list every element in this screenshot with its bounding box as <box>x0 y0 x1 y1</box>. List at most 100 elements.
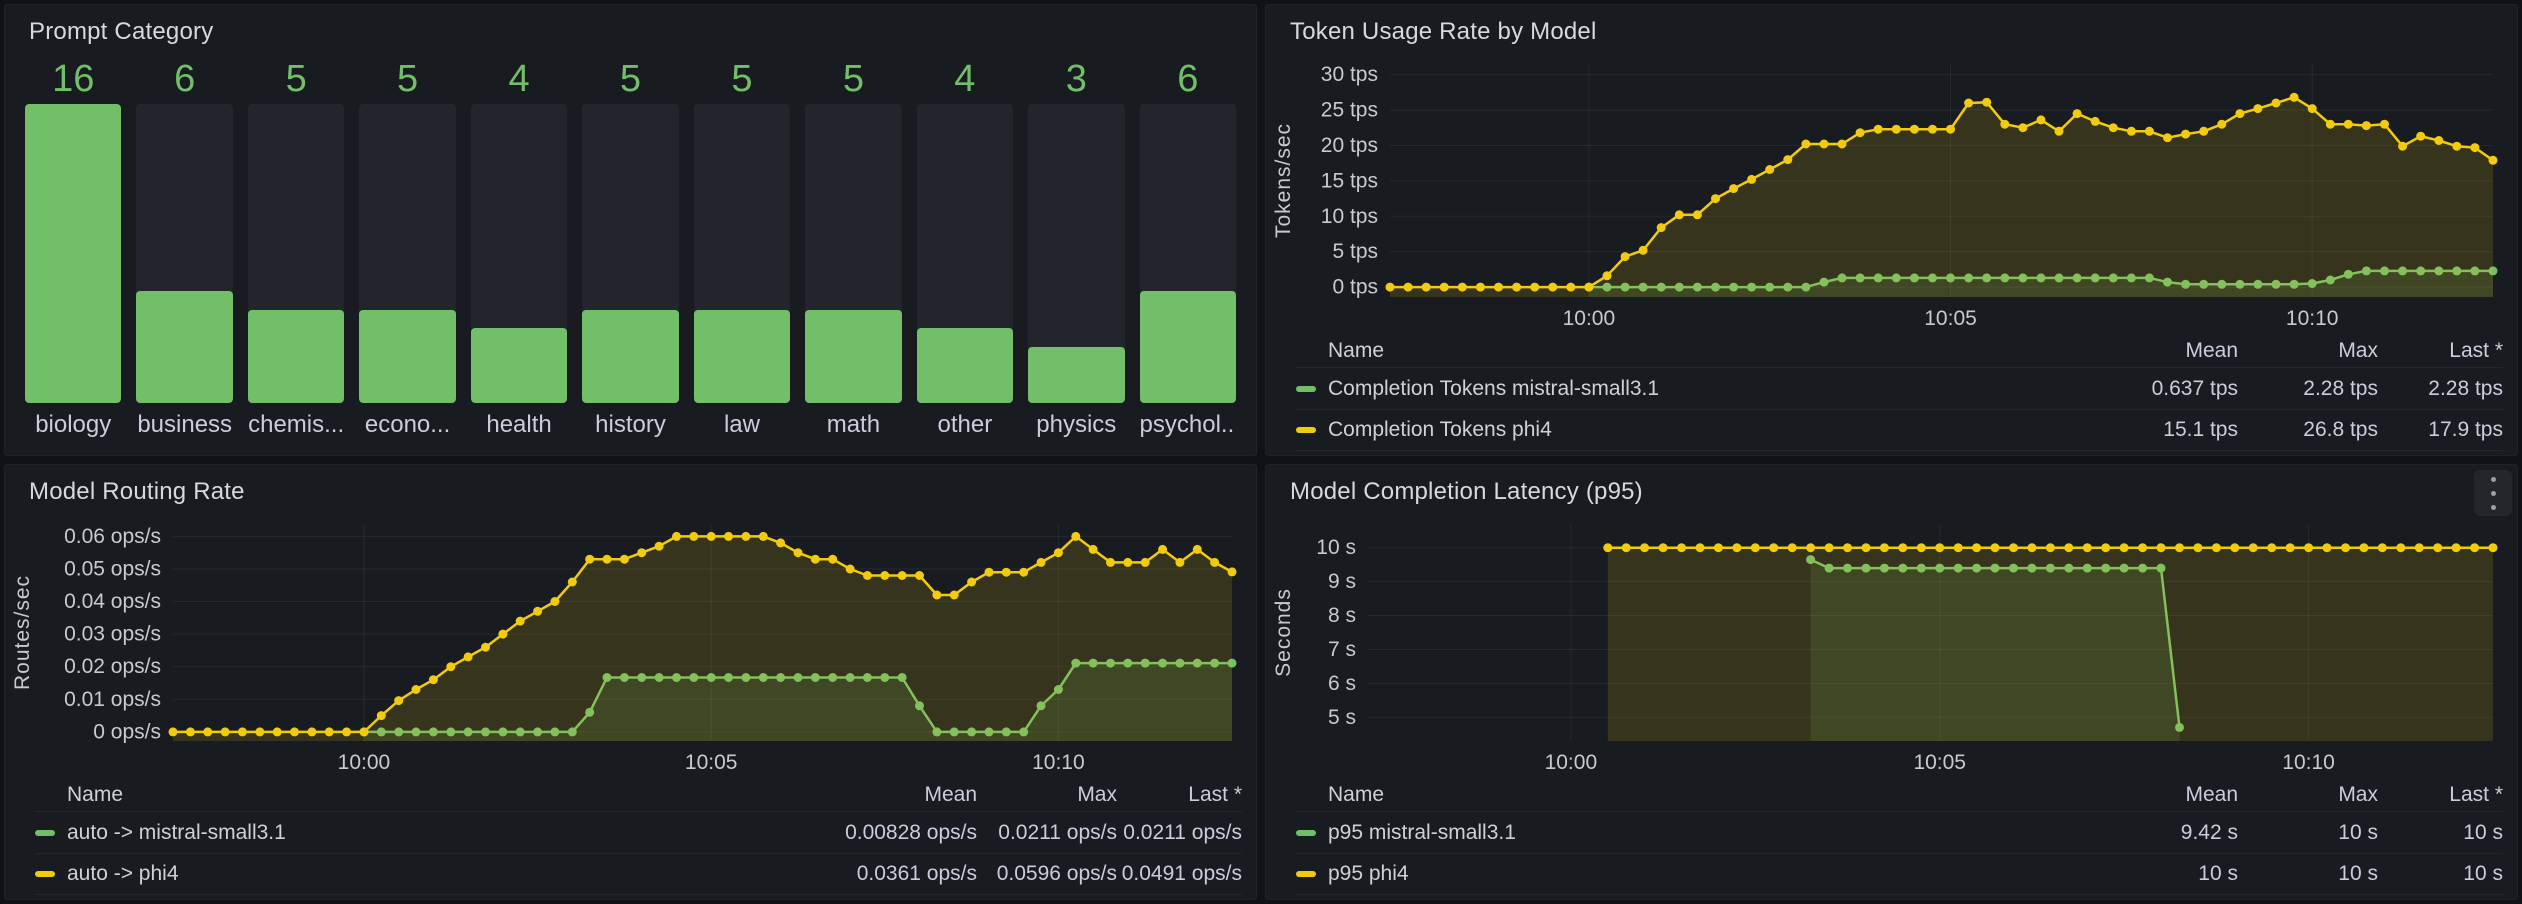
legend-series-name[interactable]: p95 phi4 <box>1328 862 1409 885</box>
bar-category-label: physics <box>1036 411 1117 438</box>
series-point <box>1898 563 1908 573</box>
series-point <box>602 554 612 564</box>
y-axis-label: Routes/sec <box>13 575 34 690</box>
series-point <box>2343 269 2353 279</box>
series-point <box>654 541 664 551</box>
legend-series-name[interactable]: Completion Tokens mistral-small3.1 <box>1328 376 1660 400</box>
series-point <box>1640 543 1650 553</box>
legend-series-name[interactable]: Completion Tokens phi4 <box>1328 418 1552 441</box>
legend-stat-last: 10 s <box>2463 820 2503 844</box>
series-point <box>1964 98 1974 108</box>
legend-column-header-last[interactable]: Last * <box>2449 339 2503 362</box>
series-point <box>1530 282 1540 292</box>
panel-menu-kebab-icon[interactable] <box>2474 470 2512 516</box>
series-point <box>1946 124 1955 134</box>
series-point <box>411 685 421 694</box>
series-point <box>307 727 317 737</box>
panel-title-token-usage[interactable]: Token Usage Rate by Model <box>1290 18 1597 45</box>
bar-column-biology: 16 biology <box>25 54 122 445</box>
panel-title-model-routing[interactable]: Model Routing Rate <box>29 478 245 505</box>
series-point <box>567 577 577 587</box>
bar-column-physics: 3 physics <box>1028 54 1125 445</box>
legend-column-header-mean[interactable]: Mean <box>2185 339 2238 362</box>
series-point <box>1158 658 1168 668</box>
series-point <box>1695 543 1705 553</box>
bar-fill <box>693 309 791 403</box>
time-series-plot[interactable]: 0 ops/s 0.01 ops/s 0.02 ops/s 0.03 ops/s 0.0… <box>13 510 1248 779</box>
chart-canvas: 5 s 6 s 7 s 8 s 9 s 10 s 10:00 10:05 10:10 Second… <box>1274 524 2498 774</box>
bar-track <box>582 104 679 403</box>
series-point <box>758 531 768 541</box>
series-point <box>1674 282 1684 292</box>
series-area <box>1588 270 2493 297</box>
series-point <box>2307 279 2317 288</box>
series-point <box>2341 543 2350 553</box>
series-point <box>1990 563 2000 573</box>
time-series-plot[interactable]: 0 tps 5 tps 10 tps 15 tps 20 tps 25 tps 30 tps… <box>1274 50 2509 335</box>
series-point <box>810 554 820 564</box>
series-point <box>515 616 525 626</box>
legend-stat-max: 26.8 tps <box>2303 418 2378 441</box>
bar-category-label: health <box>486 411 552 438</box>
legend-column-header-max[interactable]: Max <box>2338 783 2378 806</box>
series-point <box>1732 543 1742 553</box>
legend-column-header-mean[interactable]: Mean <box>2185 783 2238 806</box>
series-point <box>915 571 924 580</box>
legend-column-header-max[interactable]: Max <box>1077 783 1117 806</box>
series-point <box>2398 141 2408 151</box>
series-point <box>1801 282 1811 292</box>
y-tick-label: 7 s <box>1328 638 1356 661</box>
series-point <box>2064 543 2074 553</box>
series-point <box>428 675 438 685</box>
legend-series-name[interactable]: auto -> mistral-small3.1 <box>67 820 286 844</box>
legend-column-header-name[interactable]: Name <box>1328 783 1385 806</box>
legend-column-header-last[interactable]: Last * <box>2449 783 2503 806</box>
kebab-dot <box>2490 476 2496 482</box>
bar-value-label: 16 <box>52 58 95 100</box>
bar-value-label: 5 <box>285 58 307 100</box>
series-area <box>1810 559 2180 741</box>
legend-column-header-max[interactable]: Max <box>2338 339 2378 362</box>
series-point <box>1123 658 1133 668</box>
series-point <box>2126 126 2136 136</box>
series-point <box>2470 266 2480 276</box>
series-point <box>1982 273 1992 283</box>
series-point <box>2289 92 2299 102</box>
legend-series-name[interactable]: auto -> phi4 <box>67 862 179 885</box>
series-area <box>364 663 1232 741</box>
legend-column-header-name[interactable]: Name <box>67 783 124 806</box>
legend-column-header-mean[interactable]: Mean <box>924 783 977 806</box>
series-point <box>2488 155 2498 165</box>
panel-title-prompt-category[interactable]: Prompt Category <box>29 18 214 45</box>
bar-column-chemis: 5 chemis... <box>247 54 345 445</box>
series-point <box>619 673 629 682</box>
series-point <box>637 673 647 682</box>
series-point <box>1512 282 1522 292</box>
series-point <box>2119 543 2129 553</box>
bar-category-label: math <box>826 411 881 438</box>
legend-series-name[interactable]: p95 mistral-small3.1 <box>1328 820 1516 844</box>
series-point <box>758 673 768 682</box>
series-point <box>1855 128 1865 138</box>
series-point <box>515 727 525 737</box>
series-point <box>706 673 716 682</box>
series-point <box>2045 543 2055 553</box>
y-tick-label: 0.05 ops/s <box>64 557 161 580</box>
panel-title-latency[interactable]: Model Completion Latency (p95) <box>1290 478 1643 505</box>
series-point <box>1801 139 1811 149</box>
series-point <box>1873 273 1883 283</box>
bar-track <box>25 104 122 403</box>
chart-canvas: 0 tps 5 tps 10 tps 15 tps 20 tps 25 tps 30 tps… <box>1274 63 2498 330</box>
series-point <box>654 673 664 682</box>
y-tick-label: 8 s <box>1328 604 1356 627</box>
bar-column-law: 5 law <box>693 54 791 445</box>
time-series-plot[interactable]: 5 s 6 s 7 s 8 s 9 s 10 s 10:00 10:05 10:10 Second… <box>1274 510 2509 779</box>
series-point <box>2108 273 2118 283</box>
series-point <box>237 727 247 737</box>
legend-column-header-last[interactable]: Last * <box>1188 783 1242 806</box>
legend-column-header-name[interactable]: Name <box>1328 339 1385 362</box>
series-point <box>2036 115 2046 125</box>
series-point <box>776 538 786 548</box>
legend-stat-last: 10 s <box>2463 862 2503 885</box>
series-point <box>1837 139 1847 149</box>
